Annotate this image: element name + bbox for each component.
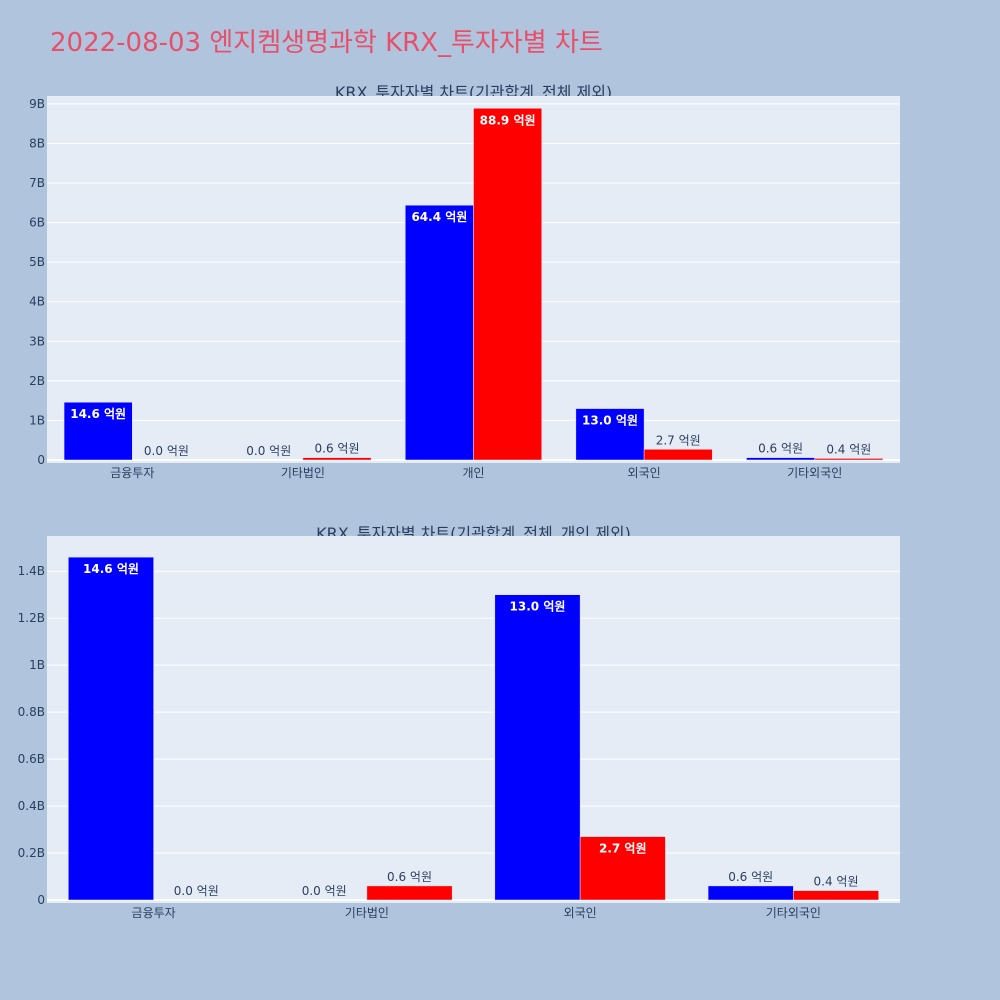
bar [707, 885, 794, 901]
bar-data-label: 2.7 억원 [599, 842, 647, 856]
x-tick-label: 개인 [462, 466, 484, 480]
y-tick-label: 1B [29, 658, 45, 672]
bar-data-label: 13.0 억원 [582, 414, 638, 428]
bar-data-label: 0.6 억원 [315, 442, 360, 456]
bar [302, 457, 372, 461]
bar-data-label: 2.7 억원 [656, 433, 701, 447]
bar-data-label: 0.0 억원 [246, 444, 291, 458]
y-tick-label: 1.4B [18, 564, 45, 578]
x-tick-label: 기타외국인 [766, 906, 821, 920]
y-tick-label: 0 [37, 453, 45, 467]
y-tick-label: 0.4B [18, 799, 45, 813]
y-tick-label: 7B [29, 176, 45, 190]
y-tick-label: 9B [29, 97, 45, 111]
bar [793, 890, 879, 901]
bar [68, 556, 154, 901]
bar [405, 204, 474, 461]
y-tick-label: 3B [29, 334, 45, 348]
bar-data-label: 0.6 억원 [758, 442, 803, 456]
bar [473, 108, 542, 461]
x-tick-label: 외국인 [628, 466, 661, 480]
bar-data-label: 0.0 억원 [174, 884, 219, 898]
x-tick-label: 기타법인 [345, 906, 389, 920]
bar-data-label: 0.4 억원 [814, 875, 859, 889]
y-tick-label: 2B [29, 374, 45, 388]
bar-data-label: 64.4 억원 [411, 210, 467, 224]
bar [63, 401, 133, 461]
bar [579, 836, 666, 901]
x-tick-label: 기타법인 [281, 466, 325, 480]
y-tick-label: 1.2B [18, 611, 45, 625]
plot-area [47, 536, 900, 903]
bar [494, 594, 581, 901]
page-title: 2022-08-03 엔지켐생명과학 KRX_투자자별 차트 [50, 28, 603, 58]
x-tick-label: 기타외국인 [787, 466, 842, 480]
chart-2: 0 0.2B 0.4B 0.6B 0.8B 1B 1.2B 1.4B 14.6 억원 0.0 억원… [18, 536, 900, 920]
bar-data-label: 0.0 억원 [144, 444, 189, 458]
bar [366, 885, 453, 901]
y-tick-label: 1B [29, 413, 45, 427]
y-tick-label: 5B [29, 255, 45, 269]
bar [746, 457, 815, 461]
bar [575, 408, 645, 461]
x-tick-label: 금융투자 [132, 906, 176, 920]
bar-data-label: 0.4 억원 [826, 442, 871, 456]
y-tick-label: 0.2B [18, 846, 45, 860]
bar [643, 449, 713, 461]
x-tick-label: 금융투자 [110, 466, 154, 480]
y-tick-label: 0 [37, 893, 45, 907]
bar-data-label: 13.0 억원 [510, 600, 566, 614]
bar-data-label: 0.6 억원 [728, 870, 773, 884]
bar-data-label: 88.9 억원 [480, 113, 536, 127]
y-tick-label: 0.6B [18, 752, 45, 766]
y-tick-label: 0.8B [18, 705, 45, 719]
y-tick-label: 4B [29, 295, 45, 309]
bar-data-label: 0.0 억원 [302, 884, 347, 898]
bar-data-label: 14.6 억원 [70, 407, 126, 421]
bar [814, 458, 884, 461]
y-tick-label: 8B [29, 136, 45, 150]
y-tick-label: 6B [29, 216, 45, 230]
x-tick-label: 외국인 [564, 906, 597, 920]
bar-data-label: 14.6 억원 [83, 562, 139, 576]
bar-data-label: 0.6 억원 [387, 870, 432, 884]
